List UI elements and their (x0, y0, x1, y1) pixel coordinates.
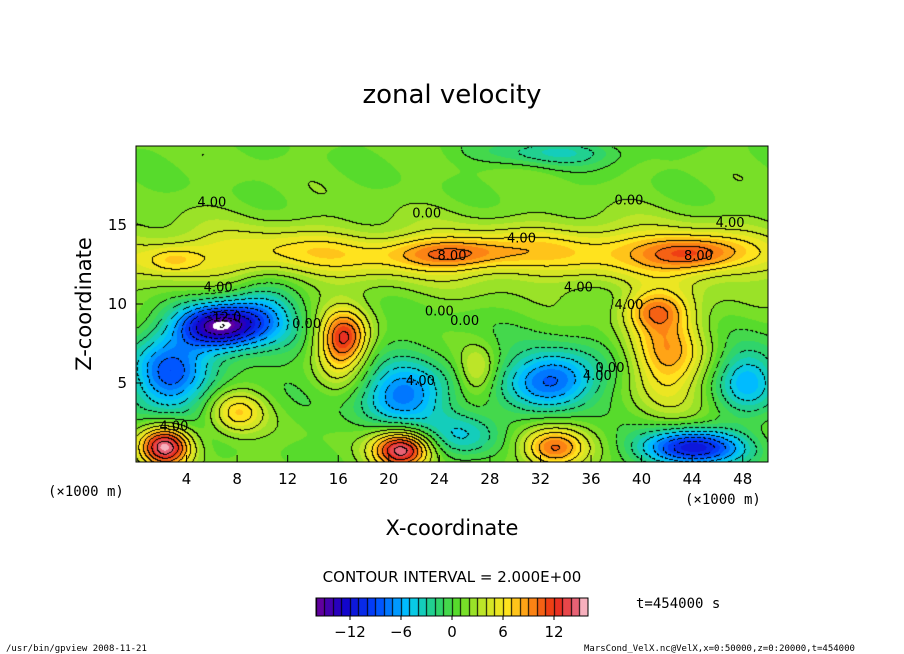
contour-label-14: 0.00 (596, 361, 625, 376)
colorbar-ticks: −12 −6 0 6 12 (334, 616, 564, 641)
x-tick-label-5: 24 (430, 470, 449, 488)
x-tick-label-0: 4 (182, 470, 192, 488)
contour-label-1: 0.00 (412, 206, 441, 221)
x-tick-label-6: 28 (480, 470, 499, 488)
x-tick-label-4: 20 (379, 470, 398, 488)
plot-area: 4.000.000.004.004.008.00 8.004.00 4.004.00… (135, 145, 769, 463)
colorbar-tick-label-3: 6 (498, 623, 508, 641)
x-tick-label-1: 8 (232, 470, 242, 488)
contour-interval: CONTOUR INTERVAL = 2.000E+00 (323, 568, 582, 586)
x-tick-label-11: 48 (733, 470, 752, 488)
x-axis-ticks: 4 8 12 16 20 24 28 32 36 40 44 48 (182, 455, 752, 488)
z-tick-label-2: 15 (108, 216, 127, 234)
x-tick-label-8: 36 (581, 470, 600, 488)
colorbar-tick-label-4: 12 (544, 623, 563, 641)
z-axis-ticks: 5 10 15 (108, 216, 143, 392)
colorbar: −12 −6 0 6 12 (315, 597, 589, 641)
z-tick-label-1: 10 (108, 295, 127, 313)
contour-label-9: 4.00 (614, 298, 643, 313)
x-tick-label-7: 32 (531, 470, 550, 488)
x-tick-label-10: 44 (683, 470, 702, 488)
contour-label-6: 8.00 (684, 249, 713, 264)
contour-label-15: 4.00 (583, 369, 612, 384)
x-unit-left: (×1000 m) (48, 484, 124, 500)
colorbar-foreign (316, 598, 588, 616)
heatmap-canvas (136, 146, 768, 462)
time-stamp: t=454000 s (636, 596, 720, 612)
contour-labels: 4.000.000.004.004.008.00 8.004.00 4.004.00… (159, 194, 744, 435)
contour-label-17: 4.00 (159, 420, 188, 435)
x-tick-label-2: 12 (278, 470, 297, 488)
contour-label-16: 4.00 (406, 374, 435, 389)
footer-left: /usr/bin/gpview 2008-11-21 (6, 644, 147, 654)
contour-label-11: 0.00 (450, 314, 479, 329)
contour-label-8: 4.00 (564, 281, 593, 296)
z-axis-label: Z-coordinate (72, 237, 96, 371)
x-axis-label: X-coordinate (386, 516, 519, 540)
colorbar-tick-label-1: −6 (390, 623, 412, 641)
x-unit-right: (×1000 m) (685, 492, 761, 508)
x-tick-label-9: 40 (632, 470, 651, 488)
contour-label-12: 0.00 (292, 317, 321, 332)
heatmap-foreign (136, 146, 768, 462)
z-tick-label-0: 5 (117, 374, 127, 392)
contour-label-3: 4.00 (716, 216, 745, 231)
footer-right: MarsCond_VelX.nc@VelX,x=0:50000,z=0:2000… (584, 644, 855, 654)
contour-label-5: 8.00 (438, 249, 467, 264)
colorbar-tick-label-0: −12 (334, 623, 366, 641)
contour-label-2: 0.00 (614, 194, 643, 209)
x-tick-label-3: 16 (329, 470, 348, 488)
contour-label-0: 4.00 (197, 195, 226, 210)
contour-label-13: -12.0 (208, 311, 242, 326)
colorbar-canvas (316, 598, 588, 616)
chart-title: zonal velocity (362, 80, 541, 110)
contour-label-10: 0.00 (425, 304, 454, 319)
contour-label-7: 4.00 (204, 281, 233, 296)
contour-label-4: 4.00 (507, 232, 536, 247)
colorbar-tick-label-2: 0 (447, 623, 457, 641)
